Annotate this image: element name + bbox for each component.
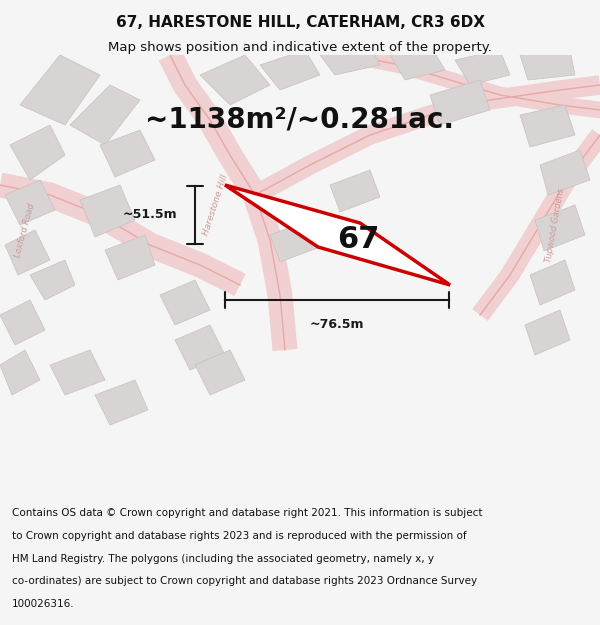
Polygon shape (80, 185, 135, 237)
Text: Contains OS data © Crown copyright and database right 2021. This information is : Contains OS data © Crown copyright and d… (12, 508, 482, 518)
Polygon shape (100, 130, 155, 177)
Polygon shape (200, 55, 270, 105)
Polygon shape (535, 205, 585, 251)
Polygon shape (330, 170, 380, 212)
Polygon shape (50, 350, 105, 395)
Polygon shape (520, 50, 575, 80)
Polygon shape (540, 150, 590, 195)
Text: 67, HARESTONE HILL, CATERHAM, CR3 6DX: 67, HARESTONE HILL, CATERHAM, CR3 6DX (115, 16, 485, 31)
Polygon shape (70, 85, 140, 145)
Text: ~1138m²/~0.281ac.: ~1138m²/~0.281ac. (146, 106, 455, 134)
Text: to Crown copyright and database rights 2023 and is reproduced with the permissio: to Crown copyright and database rights 2… (12, 531, 467, 541)
Polygon shape (320, 45, 380, 75)
Polygon shape (270, 220, 320, 262)
Polygon shape (5, 180, 55, 225)
Text: 67: 67 (337, 226, 379, 254)
Polygon shape (455, 50, 510, 85)
Polygon shape (10, 125, 65, 180)
Text: ~76.5m: ~76.5m (310, 318, 364, 331)
Polygon shape (0, 350, 40, 395)
Text: HM Land Registry. The polygons (including the associated geometry, namely x, y: HM Land Registry. The polygons (includin… (12, 554, 434, 564)
Polygon shape (95, 380, 148, 425)
Polygon shape (5, 230, 50, 275)
Polygon shape (530, 260, 575, 305)
Text: Harestone Hill: Harestone Hill (201, 173, 229, 237)
Text: co-ordinates) are subject to Crown copyright and database rights 2023 Ordnance S: co-ordinates) are subject to Crown copyr… (12, 576, 477, 586)
Polygon shape (525, 310, 570, 355)
Polygon shape (390, 45, 445, 80)
Polygon shape (30, 260, 75, 300)
Text: Loxford Road: Loxford Road (13, 202, 37, 258)
Text: 100026316.: 100026316. (12, 599, 74, 609)
Polygon shape (0, 300, 45, 345)
Polygon shape (105, 235, 155, 280)
Text: Tupwood Gardens: Tupwood Gardens (544, 187, 566, 263)
Polygon shape (160, 280, 210, 325)
Polygon shape (20, 55, 100, 125)
Polygon shape (175, 325, 225, 370)
Polygon shape (520, 105, 575, 147)
Text: ~51.5m: ~51.5m (122, 209, 177, 221)
Text: Map shows position and indicative extent of the property.: Map shows position and indicative extent… (108, 41, 492, 54)
Polygon shape (260, 50, 320, 90)
Polygon shape (195, 350, 245, 395)
Polygon shape (430, 80, 490, 125)
Polygon shape (225, 185, 450, 285)
